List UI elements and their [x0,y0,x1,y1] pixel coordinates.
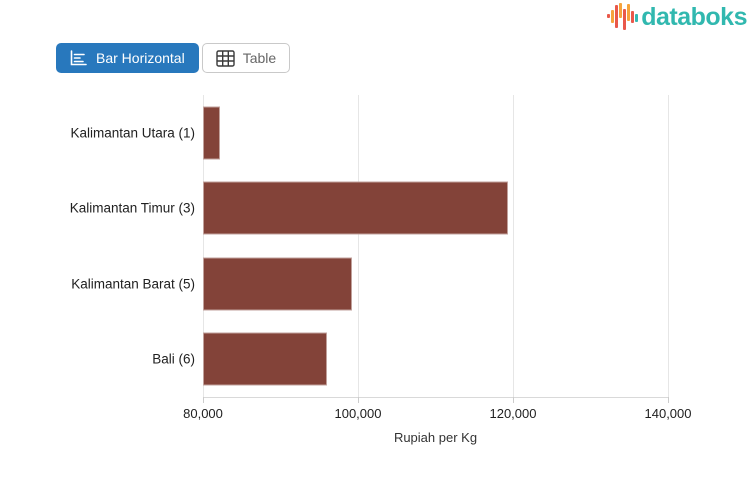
x-axis-tick [357,397,359,403]
table-icon [216,49,235,67]
category-label: Kalimantan Barat (5) [71,276,195,292]
bar-4[interactable] [203,332,327,386]
x-gridline [668,95,669,397]
bar-row: Kalimantan Utara (1) [70,95,668,171]
databoks-bars-icon [607,3,639,32]
bar-2[interactable] [203,181,509,235]
table-button-label: Table [242,50,277,66]
x-gridline [512,95,514,397]
category-label: Kalimantan Timur (3) [69,200,195,216]
x-axis-tick-label: 80,000 [183,406,223,421]
x-axis-tick [203,397,204,403]
databoks-logo-text: databoks [641,3,747,31]
category-label: Kalimantan Utara (1) [70,125,195,141]
x-axis-tick-label: 140,000 [644,406,692,421]
bar-chart-plot-area: 80,000 100,000 120,000 140,000 Rupiah per Kg… [70,95,692,445]
bar-row: Kalimantan Barat (5) [71,246,668,322]
databoks-logo[interactable]: databoks [607,3,747,32]
bar-row: Bali (6) [152,322,668,398]
bar-horizontal-button[interactable]: Bar Horizontal [56,43,199,73]
category-label: Bali (6) [152,351,195,367]
x-axis-tick [668,397,669,403]
chart-view-toolbar: Bar Horizontal Table [56,43,291,73]
x-axis-tick-label: 100,000 [334,406,382,421]
bar-horizontal-icon [70,50,88,66]
x-axis-tick-label: 120,000 [489,406,537,421]
bar-horizontal-button-label: Bar Horizontal [96,50,185,66]
bar-3[interactable] [203,257,352,311]
x-axis-title: Rupiah per Kg [393,430,478,445]
table-button[interactable]: Table [201,43,291,73]
x-axis-tick [512,397,514,403]
x-gridline [203,95,204,397]
bar-1[interactable] [203,106,221,160]
x-gridline [357,95,359,397]
bar-row: Kalimantan Timur (3) [70,171,668,247]
